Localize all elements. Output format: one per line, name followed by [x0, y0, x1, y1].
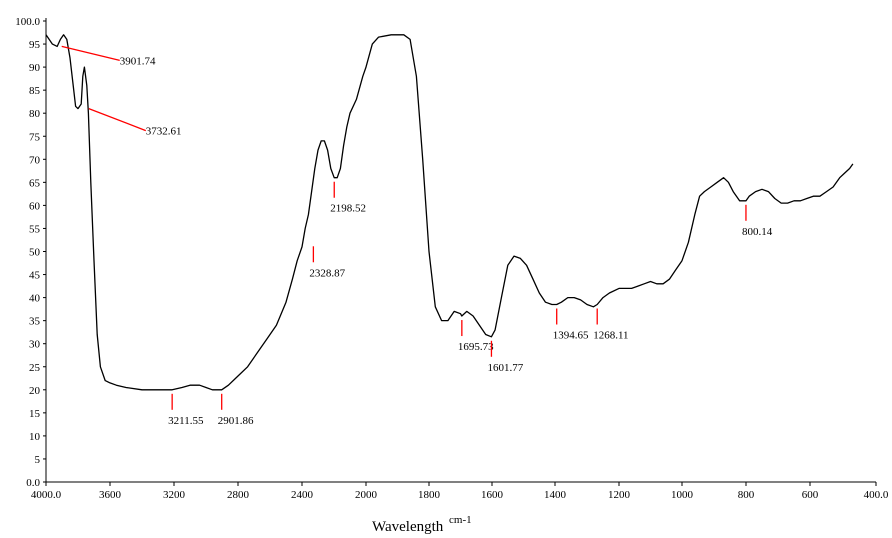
peak-label: 3211.55 — [168, 415, 204, 427]
x-tick-label: 400.0 — [864, 489, 889, 501]
y-axis: 0.0 5 10 15 20 25 30 35 40 45 50 55 60 65 70 75 80 85 90 95… — [15, 16, 47, 489]
y-tick-label: 85 — [29, 85, 41, 97]
y-tick-label: 10 — [29, 431, 41, 443]
x-tick-label: 2800 — [227, 489, 250, 501]
peak-label: 3901.74 — [120, 55, 156, 67]
y-tick-label: 40 — [29, 293, 41, 305]
y-tick-label: 95 — [29, 39, 41, 51]
y-tick-label: 60 — [29, 200, 41, 212]
peak-label: 2328.87 — [309, 267, 345, 279]
peak-leader — [88, 107, 147, 132]
y-tick-label: 65 — [29, 177, 41, 189]
peak-label: 1394.65 — [553, 330, 589, 342]
y-tick-label: 50 — [29, 247, 41, 259]
spectrum-series — [45, 34, 854, 391]
y-tick-label: 30 — [29, 339, 41, 351]
y-tick-label: 55 — [29, 223, 41, 235]
peak-label: 1601.77 — [487, 362, 523, 374]
peak-label: 1268.11 — [593, 330, 628, 342]
x-tick-label: 3200 — [163, 489, 186, 501]
peak-label: 800.14 — [742, 226, 773, 238]
y-tick-label: 5 — [35, 454, 41, 466]
y-tick-label: 70 — [29, 154, 41, 166]
peak-annotations: 3901.74 3732.61 3211.55 2901.86 2328.87 2198.… — [61, 45, 773, 427]
x-axis: 4000.0 3600 3200 2800 2400 2000 1800 1600 1400 12… — [31, 481, 889, 501]
y-tick-label: 80 — [29, 108, 41, 120]
x-tick-label: 1200 — [608, 489, 631, 501]
x-axis-unit: cm-1 — [449, 514, 472, 526]
peak-label: 2901.86 — [218, 415, 254, 427]
y-tick-label: 0.0 — [26, 477, 40, 489]
y-tick-label: 45 — [29, 270, 41, 282]
peak-leader — [61, 45, 120, 61]
y-tick-label: 35 — [29, 316, 41, 328]
y-tick-label: 75 — [29, 131, 41, 143]
x-axis-label: Wavelength — [372, 519, 444, 535]
y-tick-label: 15 — [29, 408, 41, 420]
x-tick-label: 1400 — [544, 489, 567, 501]
y-tick-label: 90 — [29, 62, 41, 74]
y-tick-label: 25 — [29, 362, 41, 374]
x-tick-label: 600 — [802, 489, 819, 501]
x-tick-label: 4000.0 — [31, 489, 62, 501]
x-tick-label: 2000 — [355, 489, 378, 501]
y-tick-label: 100.0 — [15, 16, 40, 28]
x-tick-label: 1000 — [671, 489, 694, 501]
y-tick-label: 20 — [29, 385, 41, 397]
spectrum-line — [45, 34, 854, 391]
x-tick-label: 3600 — [99, 489, 122, 501]
peak-label: 2198.52 — [330, 203, 366, 215]
peak-label: 1695.73 — [458, 341, 494, 353]
x-tick-label: 1800 — [418, 489, 441, 501]
x-tick-label: 1600 — [481, 489, 504, 501]
x-tick-label: 800 — [738, 489, 755, 501]
x-tick-label: 2400 — [291, 489, 314, 501]
peak-label: 3732.61 — [146, 126, 182, 138]
